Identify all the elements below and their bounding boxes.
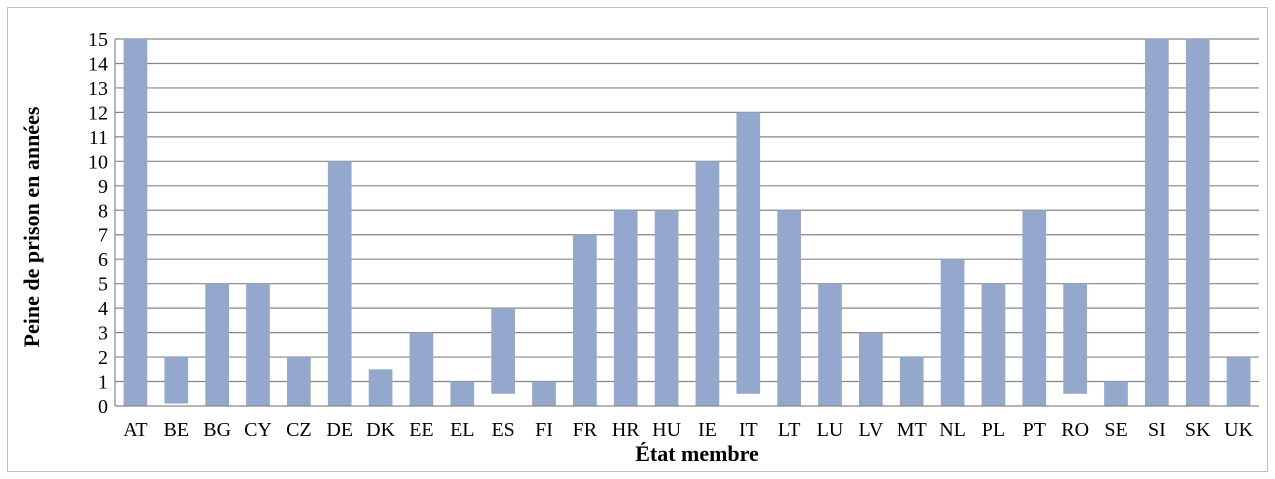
y-tick-label: 3	[98, 323, 108, 345]
x-tick-labels: AT BE BG CY CZ DE DK EE EL ES FI FR HR HU IE IT LT LU LV MT…	[123, 419, 1253, 441]
bar-dk	[368, 369, 393, 406]
x-tick-label: BG	[203, 419, 231, 441]
bar-lu	[818, 283, 842, 406]
bar-cy	[246, 283, 270, 406]
x-tick-label: PL	[982, 419, 1005, 441]
x-tick-label: DK	[366, 419, 395, 441]
y-tick-label: 9	[98, 176, 108, 198]
bar-si	[1145, 39, 1169, 406]
y-tick-label: 8	[98, 200, 108, 222]
bar-bg	[205, 283, 229, 406]
x-tick-label: RO	[1061, 419, 1089, 441]
bar-sk	[1185, 39, 1210, 406]
bar-el	[450, 381, 475, 406]
bar-se	[1104, 381, 1128, 406]
bar-hr	[613, 210, 638, 406]
x-tick-label: MT	[897, 419, 927, 441]
x-tick-label: IE	[698, 419, 717, 441]
x-tick-label: LV	[858, 419, 883, 441]
y-tick-label: 6	[98, 249, 108, 271]
y-tick-label: 7	[98, 225, 108, 247]
bar-lv	[859, 332, 883, 406]
x-tick-label: UK	[1224, 419, 1253, 441]
x-tick-label: FR	[573, 419, 598, 441]
bars	[123, 39, 1251, 406]
x-tick-label: FI	[535, 419, 553, 441]
bar-it	[736, 112, 761, 394]
x-tick-label: SK	[1185, 419, 1211, 441]
x-tick-label: IT	[739, 419, 758, 441]
y-tick-label: 14	[88, 53, 108, 75]
x-axis-title: État membre	[635, 441, 759, 466]
bar-de	[327, 161, 352, 406]
x-tick-label: LU	[817, 419, 844, 441]
x-tick-label: EE	[409, 419, 433, 441]
x-tick-label: ES	[491, 419, 514, 441]
x-tick-label: DE	[326, 419, 353, 441]
x-tick-label: LT	[778, 419, 801, 441]
y-tick-label: 0	[98, 396, 108, 418]
bar-pl	[981, 283, 1006, 406]
gridlines	[115, 38, 1259, 383]
y-tick-label: 1	[98, 372, 108, 394]
bar-ie	[695, 161, 720, 406]
bar-fi	[532, 381, 556, 406]
bar-at	[123, 39, 148, 406]
bar-nl	[940, 259, 965, 406]
x-tick-label: NL	[939, 419, 966, 441]
x-tick-label: PT	[1023, 419, 1046, 441]
x-tick-label: SI	[1148, 419, 1166, 441]
bar-lt	[777, 210, 801, 406]
y-tick-label: 13	[88, 78, 108, 100]
chart-container: 0 1 2 3 4 5 6 7 8 9 10 11 12 13 14 15 AT BE BG CY CZ DE DK EE E…	[7, 7, 1268, 472]
y-tick-label: 5	[98, 274, 108, 296]
axes	[114, 39, 1259, 407]
y-tick-label: 15	[88, 29, 108, 51]
x-tick-label: HR	[612, 419, 640, 441]
y-tick-label: 2	[98, 347, 108, 369]
x-tick-label: BE	[164, 419, 190, 441]
y-tick-label: 11	[89, 127, 108, 149]
x-tick-label: CZ	[286, 419, 312, 441]
bar-cz	[287, 357, 311, 406]
y-tick-label: 4	[98, 298, 108, 320]
x-tick-label: CY	[244, 419, 272, 441]
bar-pt	[1022, 210, 1047, 406]
x-tick-label: AT	[123, 419, 147, 441]
x-tick-label: HU	[652, 419, 681, 441]
bar-hu	[654, 210, 679, 406]
bar-ee	[409, 332, 434, 406]
x-tick-label: SE	[1104, 419, 1127, 441]
bar-fr	[573, 234, 597, 406]
y-tick-label: 12	[88, 102, 108, 124]
bar-mt	[899, 357, 924, 406]
bar-be	[164, 357, 189, 404]
y-axis-title: Peine de prison en années	[19, 106, 44, 347]
y-tick-label: 10	[88, 151, 108, 173]
bar-uk	[1226, 357, 1251, 406]
bar-ro	[1063, 283, 1087, 394]
x-tick-label: EL	[450, 419, 474, 441]
bar-es	[491, 308, 515, 394]
